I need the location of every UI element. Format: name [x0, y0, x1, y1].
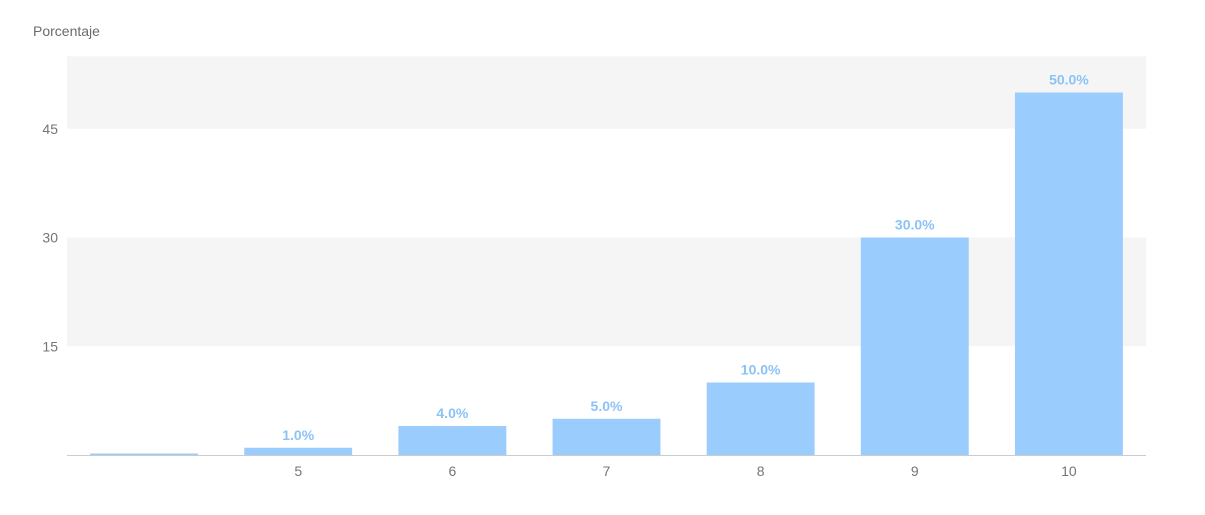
y-tick-label: 15 [42, 338, 58, 354]
x-tick-label: 10 [1061, 463, 1077, 479]
data-label: 30.0% [895, 217, 935, 233]
bar [244, 447, 353, 455]
x-tick-label: 8 [757, 463, 765, 479]
data-labels: 1.0% 4.0% 5.0% 10.0% 30.0% 50.0% [282, 72, 1089, 443]
y-tick-label: 30 [42, 230, 58, 246]
y-axis-tick-labels: 15 30 45 [42, 121, 58, 355]
x-tick-label: 9 [911, 463, 919, 479]
x-tick-label: 5 [294, 463, 302, 479]
bar [860, 237, 969, 455]
y-axis-label: Porcentaje [33, 23, 100, 39]
background-band [67, 237, 1146, 347]
bar [1014, 92, 1123, 455]
bar [398, 426, 507, 455]
data-label: 50.0% [1049, 72, 1089, 88]
bar [706, 382, 815, 455]
data-label: 10.0% [741, 362, 781, 378]
x-tick-label: 6 [448, 463, 456, 479]
background-band [67, 56, 1146, 129]
data-label: 4.0% [436, 405, 468, 421]
x-tick-label: 7 [603, 463, 611, 479]
data-label: 5.0% [591, 398, 623, 414]
background-bands [67, 56, 1146, 347]
bar [90, 453, 199, 455]
x-axis-tick-labels: 5 6 7 8 9 10 [294, 463, 1077, 479]
bar [552, 418, 661, 455]
y-tick-label: 45 [42, 121, 58, 137]
data-label: 1.0% [282, 427, 314, 443]
bars [90, 92, 1123, 455]
